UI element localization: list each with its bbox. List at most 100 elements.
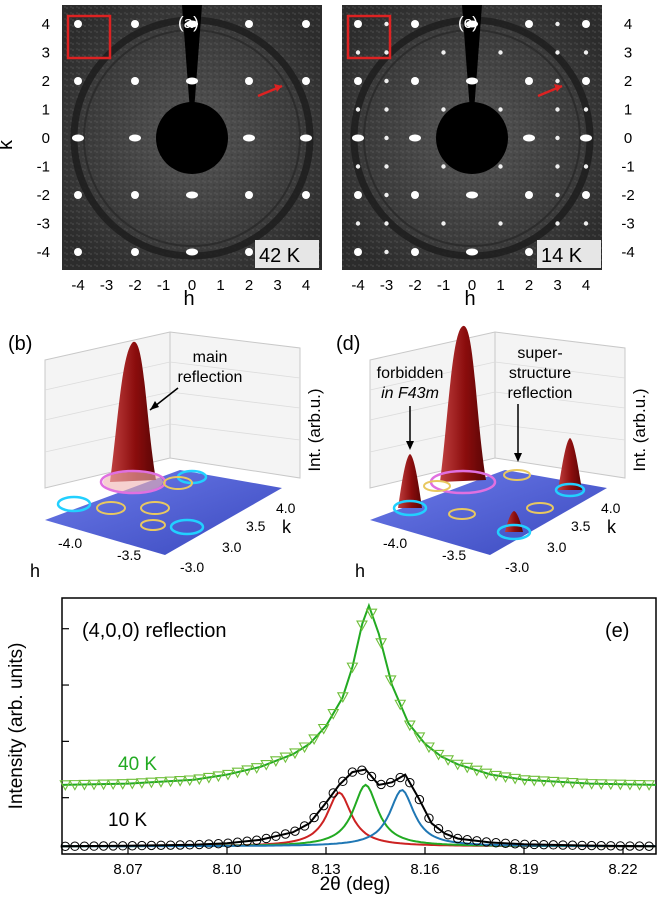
k-tick: 4.0 bbox=[276, 500, 296, 516]
x-tick-label: 8.16 bbox=[410, 861, 439, 878]
h-tick-label: -1 bbox=[157, 277, 170, 294]
data-point-40k bbox=[604, 779, 617, 791]
panel-b-surface: main reflection (b) Int. (arb.u.) -4.0 -… bbox=[8, 331, 324, 581]
data-point-10k bbox=[242, 836, 252, 846]
data-point-10k bbox=[252, 835, 262, 845]
h-tick: -4.0 bbox=[58, 535, 82, 551]
superstructure-spot bbox=[498, 164, 503, 169]
data-point-10k bbox=[414, 794, 425, 805]
data-point-40k bbox=[346, 662, 359, 674]
h-tick-label: -3 bbox=[100, 277, 113, 294]
data-point-10k bbox=[481, 837, 492, 847]
data-point-10k bbox=[395, 772, 405, 783]
panel-d-surface: forbidden in F43m super- structure refle… bbox=[336, 325, 649, 581]
bragg-spot bbox=[411, 191, 419, 199]
k-tick-label: -2 bbox=[621, 187, 634, 204]
y-axis-label: Intensity (arb. units) bbox=[6, 643, 27, 810]
data-point-10k bbox=[156, 840, 166, 850]
x-axis-label: 2θ (deg) bbox=[320, 874, 391, 895]
bragg-spot bbox=[186, 191, 198, 199]
bragg-spot bbox=[74, 20, 82, 28]
superstructure-spot bbox=[384, 221, 389, 226]
k-tick-label: 1 bbox=[624, 102, 632, 119]
data-point-40k bbox=[643, 780, 656, 791]
superstructure-spot bbox=[555, 107, 560, 112]
k-tick-label: -1 bbox=[621, 159, 634, 176]
small-peak bbox=[505, 511, 523, 532]
data-point-10k bbox=[548, 840, 559, 850]
data-point-40k bbox=[155, 777, 167, 788]
h-tick: -3.5 bbox=[442, 547, 466, 563]
data-point-10k bbox=[539, 839, 549, 850]
superstructure-spot bbox=[555, 135, 560, 141]
data-point-10k bbox=[165, 840, 176, 850]
data-point-10k bbox=[347, 767, 358, 777]
k-tick: 3.0 bbox=[547, 539, 567, 555]
data-point-10k bbox=[491, 838, 501, 848]
data-point-10k bbox=[405, 778, 415, 788]
data-point-10k bbox=[79, 841, 90, 851]
data-point-10k bbox=[357, 765, 367, 775]
data-point-40k bbox=[547, 776, 560, 788]
bragg-spot bbox=[245, 20, 253, 28]
side-peak bbox=[558, 438, 582, 490]
data-point-40k bbox=[289, 748, 301, 760]
data-point-40k bbox=[164, 776, 177, 788]
superstructure-spot bbox=[441, 164, 446, 169]
data-point-40k bbox=[308, 734, 321, 746]
data-point-40k bbox=[269, 756, 282, 767]
k-tick-label: 2 bbox=[42, 73, 50, 90]
data-point-40k bbox=[614, 779, 627, 791]
data-point-10k bbox=[577, 840, 587, 851]
bragg-spot bbox=[582, 77, 590, 85]
bragg-spot bbox=[466, 248, 478, 256]
data-point-40k bbox=[499, 772, 512, 784]
annotation-forbidden-line2: in F43m bbox=[381, 385, 439, 402]
temp-box-c bbox=[537, 240, 601, 268]
data-point-10k bbox=[500, 838, 511, 848]
h-tick-label: 2 bbox=[245, 277, 253, 294]
annotation-main-line2: reflection bbox=[178, 369, 243, 386]
data-point-40k bbox=[250, 763, 263, 774]
data-point-40k bbox=[116, 779, 129, 790]
h-tick-label: -4 bbox=[351, 277, 364, 294]
k-tick-label: 3 bbox=[624, 45, 632, 62]
bragg-spot bbox=[74, 77, 82, 85]
data-point-10k bbox=[529, 839, 539, 850]
bragg-spot bbox=[131, 77, 139, 85]
superstructure-spot bbox=[355, 221, 361, 226]
bragg-spot bbox=[352, 134, 364, 142]
k-tick: 3.5 bbox=[571, 518, 591, 534]
superstructure-spot bbox=[355, 164, 361, 169]
k-tick-label: -4 bbox=[621, 244, 634, 261]
bragg-spot bbox=[186, 20, 198, 28]
bragg-spot bbox=[74, 248, 82, 256]
h-tick-label: 2 bbox=[525, 277, 533, 294]
h-axis-label-c: h bbox=[464, 288, 475, 310]
h-tick-label: -4 bbox=[71, 277, 84, 294]
data-point-10k bbox=[634, 841, 645, 851]
k-tick-label: -3 bbox=[37, 216, 50, 233]
data-point-10k bbox=[204, 839, 214, 849]
data-point-40k bbox=[336, 692, 349, 703]
data-point-40k bbox=[566, 778, 579, 789]
main-peak bbox=[110, 341, 156, 482]
x-tick-label: 8.19 bbox=[509, 861, 538, 878]
data-point-40k bbox=[327, 709, 340, 720]
h-tick: -4.0 bbox=[383, 535, 407, 551]
superstructure-spot bbox=[583, 164, 589, 169]
data-point-10k bbox=[98, 841, 109, 851]
bragg-spot bbox=[245, 77, 253, 85]
k-tick-label: 4 bbox=[624, 16, 632, 33]
h-tick-label: 1 bbox=[496, 277, 504, 294]
superstructure-spot bbox=[384, 135, 389, 141]
data-point-40k bbox=[68, 780, 81, 791]
data-point-40k bbox=[78, 779, 91, 791]
data-point-40k bbox=[88, 779, 100, 791]
data-point-40k bbox=[298, 742, 311, 754]
data-point-40k bbox=[442, 755, 455, 766]
superstructure-spot bbox=[384, 249, 389, 255]
bragg-spots-a bbox=[72, 20, 312, 256]
k-tick-label: -4 bbox=[37, 244, 50, 261]
beamstop-arm bbox=[462, 5, 482, 138]
